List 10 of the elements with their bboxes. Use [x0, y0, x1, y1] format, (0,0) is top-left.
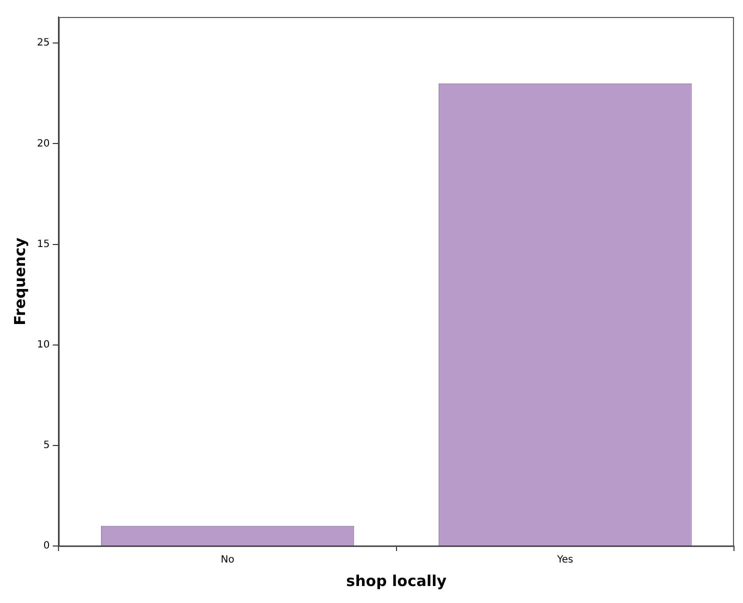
y-tick-label: 5 [43, 440, 50, 452]
x-axis-title: shop locally [346, 572, 447, 590]
x-tick-label: No [220, 554, 234, 566]
y-tick-label: 25 [36, 38, 50, 49]
y-tick-label: 0 [43, 540, 50, 552]
y-tick-label: 15 [36, 238, 50, 250]
x-tick-label: Yes [556, 554, 574, 566]
y-tick-label: 10 [36, 339, 50, 350]
y-axis-title: Frequency [10, 237, 29, 326]
y-tick-label: 20 [36, 138, 50, 150]
